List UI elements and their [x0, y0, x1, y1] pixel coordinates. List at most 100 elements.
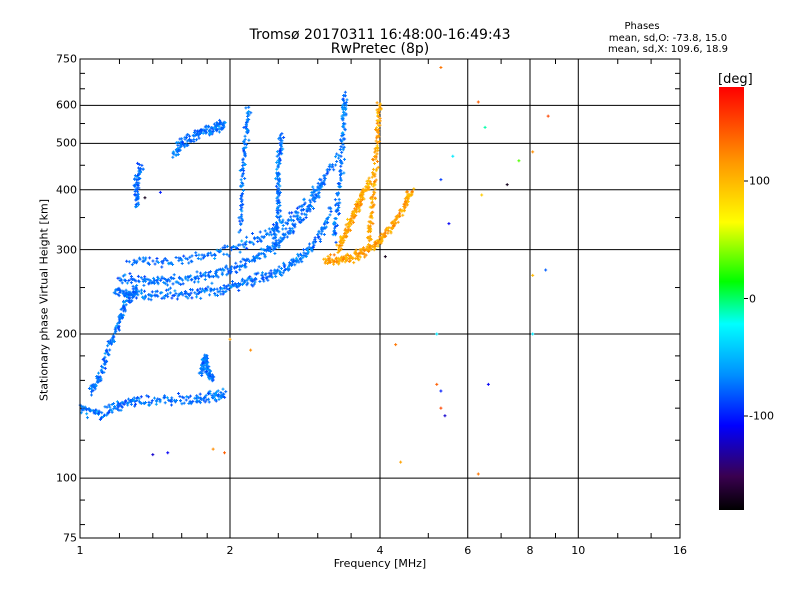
data-point: [242, 146, 246, 150]
data-point: [177, 259, 181, 263]
data-point: [194, 251, 198, 255]
data-point: [322, 232, 326, 236]
data-point: [300, 260, 304, 264]
data-point: [283, 232, 287, 236]
data-point: [351, 256, 355, 260]
data-point: [197, 277, 201, 281]
data-point: [268, 248, 272, 252]
data-point: [282, 135, 286, 139]
data-point: [348, 259, 352, 263]
data-point: [105, 405, 109, 409]
data-point: [207, 397, 211, 401]
data-point: [273, 236, 277, 240]
data-point: [376, 165, 380, 169]
data-point: [220, 394, 224, 398]
data-point: [228, 337, 232, 341]
data-point: [293, 222, 297, 226]
data-point: [190, 296, 194, 300]
data-point: [334, 203, 338, 207]
data-point: [207, 377, 211, 381]
data-point: [180, 258, 184, 262]
data-point: [135, 188, 139, 192]
data-point: [115, 400, 119, 404]
data-point: [104, 359, 108, 363]
data-point: [376, 240, 380, 244]
data-point: [138, 166, 142, 170]
data-point: [195, 292, 199, 296]
data-point: [202, 398, 206, 402]
data-point: [373, 161, 377, 165]
data-point: [100, 368, 104, 372]
data-point: [383, 255, 387, 259]
data-point: [194, 276, 198, 280]
data-point: [187, 261, 191, 265]
data-point: [334, 209, 338, 213]
data-point: [285, 235, 289, 239]
data-point: [114, 292, 118, 296]
data-point: [135, 283, 139, 287]
data-point: [130, 299, 134, 303]
data-point: [246, 129, 250, 133]
data-point: [296, 211, 300, 215]
data-point: [256, 239, 260, 243]
data-point: [342, 171, 346, 175]
data-point: [406, 194, 410, 198]
data-point: [215, 287, 219, 291]
data-point: [320, 226, 324, 230]
data-point: [156, 280, 160, 284]
data-point: [238, 268, 242, 272]
data-point: [326, 257, 330, 261]
data-point: [486, 382, 490, 386]
data-point: [393, 218, 397, 222]
data-point: [110, 409, 114, 413]
data-point: [207, 124, 211, 128]
phase-annotation-title: Phases: [624, 21, 660, 32]
data-point: [378, 103, 382, 107]
data-point: [92, 411, 96, 415]
data-point: [344, 235, 348, 239]
data-point: [186, 296, 190, 300]
data-point: [258, 230, 262, 234]
data-point: [370, 175, 374, 179]
data-point: [120, 405, 124, 409]
data-point: [206, 285, 210, 289]
x-tick-label: 6: [464, 544, 472, 557]
data-point: [252, 242, 256, 246]
data-point: [123, 309, 127, 313]
data-point: [339, 164, 343, 168]
data-point: [275, 199, 279, 203]
data-point: [328, 168, 332, 172]
data-point: [375, 159, 379, 163]
data-point: [483, 125, 487, 129]
data-point: [368, 226, 372, 230]
data-point: [132, 258, 136, 262]
data-point: [139, 276, 143, 280]
data-point: [168, 291, 172, 295]
data-point: [376, 141, 380, 145]
data-point: [217, 397, 221, 401]
data-point: [342, 239, 346, 243]
data-point: [152, 276, 156, 280]
data-point: [172, 150, 176, 154]
data-point: [343, 157, 347, 161]
data-point: [215, 129, 219, 133]
data-point: [287, 232, 291, 236]
data-point: [330, 258, 334, 262]
data-point: [325, 172, 329, 176]
data-point: [337, 156, 341, 160]
data-point: [155, 289, 159, 293]
data-point: [271, 248, 275, 252]
data-point: [307, 206, 311, 210]
data-point: [97, 411, 101, 415]
data-point: [174, 292, 178, 296]
data-point: [505, 183, 509, 187]
data-point: [252, 257, 256, 261]
data-point: [227, 254, 231, 258]
data-point: [197, 253, 201, 257]
data-point: [371, 167, 375, 171]
data-point: [276, 171, 280, 175]
data-point: [373, 196, 377, 200]
data-point: [375, 108, 379, 112]
data-point: [374, 146, 378, 150]
data-point: [439, 178, 443, 182]
